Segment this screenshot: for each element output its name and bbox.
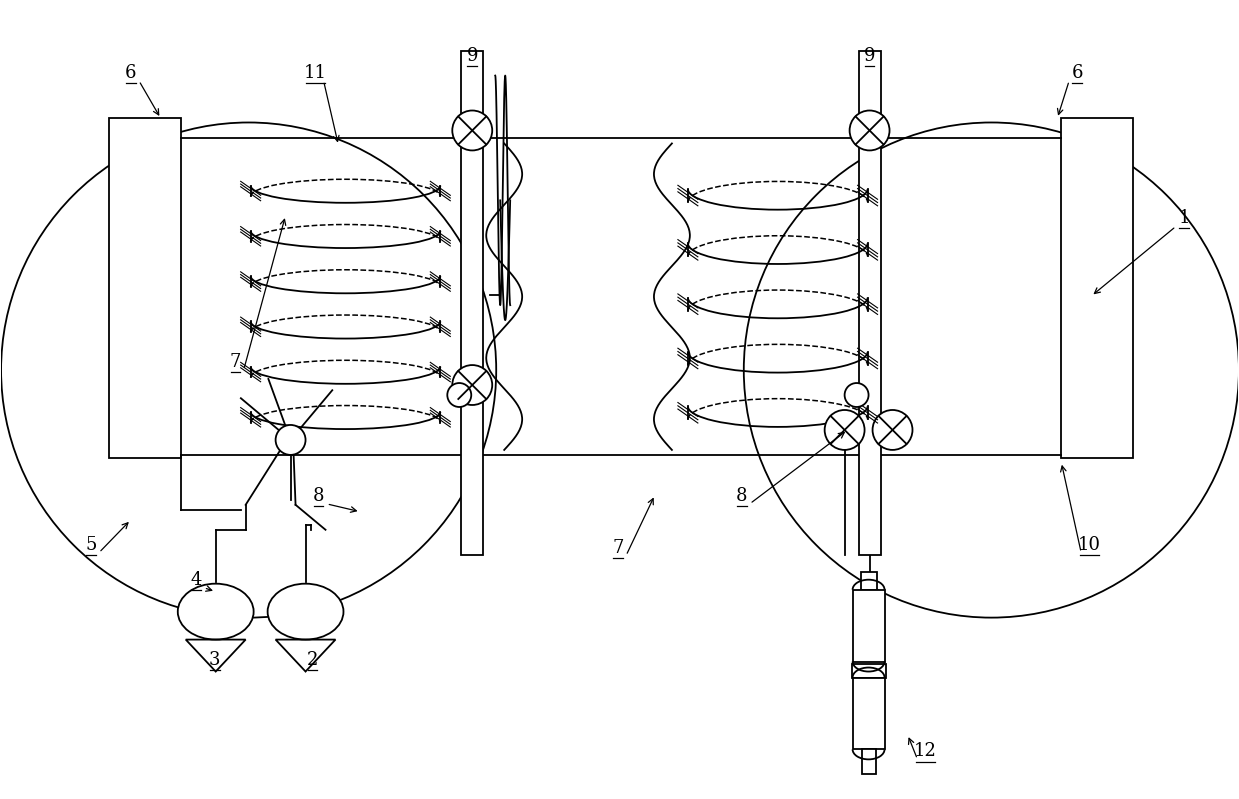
Text: 6: 6 [1072,64,1083,81]
Ellipse shape [177,584,254,639]
Bar [852,678,885,749]
Text: 7: 7 [230,353,242,371]
Bar [852,590,885,662]
Text: 8: 8 [312,487,325,505]
Bar [1062,118,1134,458]
Text: 6: 6 [125,64,136,81]
Circle shape [447,383,471,407]
Circle shape [452,110,492,150]
Bar [461,50,483,555]
Ellipse shape [268,584,343,639]
Bar [861,749,876,774]
Text: 2: 2 [307,650,318,669]
Text: 1: 1 [1178,209,1189,227]
Text: 7: 7 [612,539,623,557]
Bar [109,118,181,458]
Text: 3: 3 [209,650,221,669]
Text: 10: 10 [1078,536,1100,554]
Circle shape [452,365,492,405]
Text: 12: 12 [914,742,937,761]
Text: 11: 11 [304,64,327,81]
Circle shape [825,410,865,450]
Circle shape [872,410,912,450]
Circle shape [845,383,869,407]
Bar [851,663,886,678]
Text: 9: 9 [467,46,478,65]
Circle shape [850,110,890,150]
Text: 4: 4 [190,570,202,589]
Text: 8: 8 [736,487,747,505]
Text: 5: 5 [85,536,97,554]
Circle shape [275,425,306,455]
Text: 9: 9 [864,46,875,65]
Bar [861,572,876,590]
Bar [859,50,881,555]
